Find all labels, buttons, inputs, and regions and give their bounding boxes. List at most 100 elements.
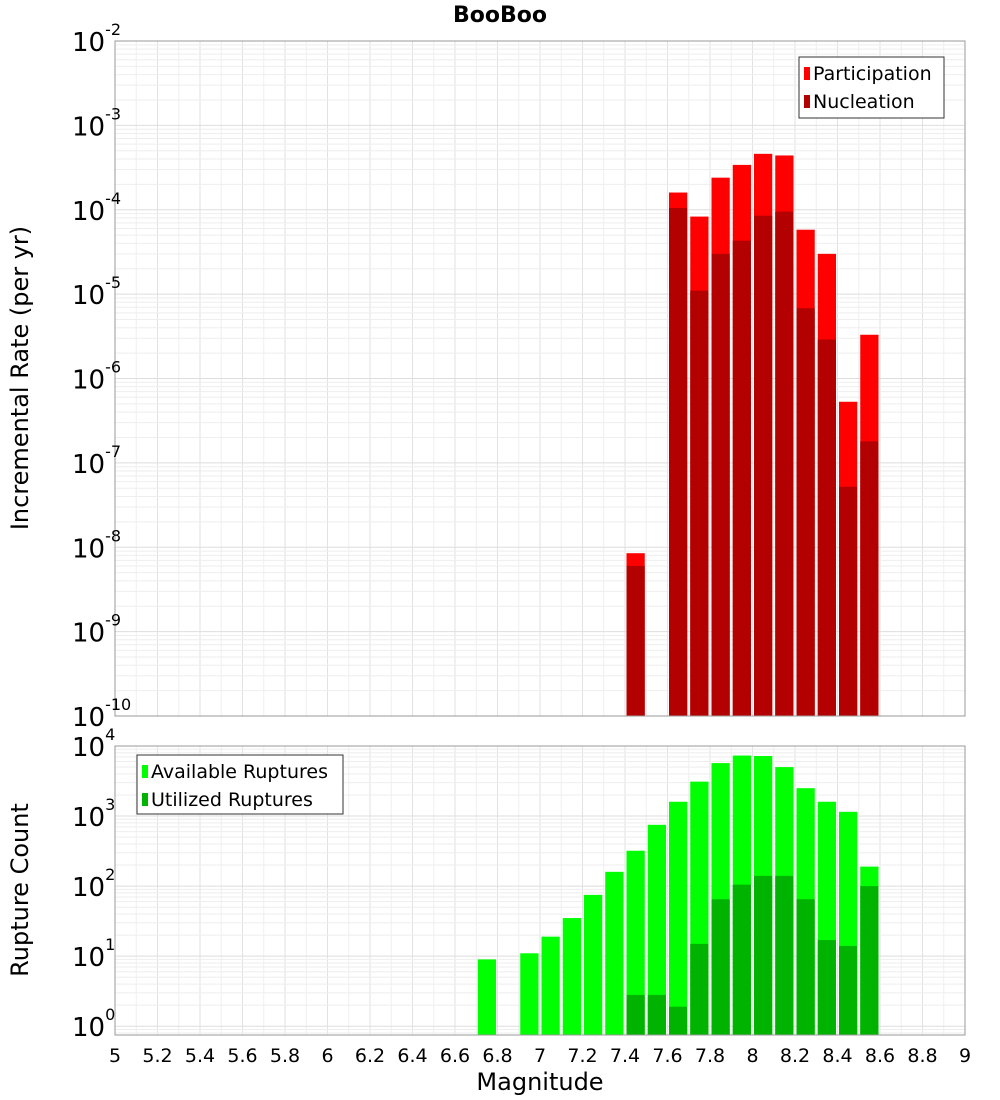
x-tick-label: 6.6 xyxy=(440,1045,470,1067)
y-tick-label: 104 xyxy=(72,725,115,763)
y-tick-exponent: 4 xyxy=(105,725,115,744)
bar-available-ruptures xyxy=(626,850,645,1035)
bar-available-ruptures xyxy=(562,918,581,1035)
x-tick-label: 5 xyxy=(109,1045,121,1067)
y-tick-label: 10-10 xyxy=(72,695,131,733)
y-tick-base: 10 xyxy=(72,943,105,973)
y-tick-exponent: -2 xyxy=(105,20,121,39)
bar-available-ruptures xyxy=(584,894,603,1035)
x-tick-label: 9 xyxy=(959,1045,971,1067)
x-tick-label: 8.8 xyxy=(907,1045,937,1067)
y-tick-base: 10 xyxy=(72,197,105,227)
y-tick-base: 10 xyxy=(72,366,105,396)
legend-box xyxy=(798,56,945,119)
y-tick-base: 10 xyxy=(72,281,105,311)
y-tick-label: 10-2 xyxy=(72,20,121,58)
legend-label: Utilized Ruptures xyxy=(151,789,313,811)
bar-nucleation xyxy=(796,308,815,716)
bar-available-ruptures xyxy=(669,801,688,1035)
x-tick-label: 6 xyxy=(321,1045,333,1067)
bar-nucleation xyxy=(754,215,773,717)
legend-swatch xyxy=(804,95,810,108)
bar-utilized-ruptures xyxy=(796,899,815,1035)
bar-available-ruptures xyxy=(541,936,560,1035)
y-tick-base: 10 xyxy=(72,112,105,142)
bar-nucleation xyxy=(711,253,730,716)
legend-swatch xyxy=(142,793,148,806)
y-tick-label: 10-3 xyxy=(72,104,121,142)
x-tick-label: 6.8 xyxy=(482,1045,512,1067)
bar-nucleation xyxy=(669,207,688,716)
legend-box xyxy=(136,754,344,815)
x-tick-label: 7.6 xyxy=(652,1045,682,1067)
plot-frame xyxy=(114,745,966,1036)
bar-available-ruptures xyxy=(520,953,539,1035)
x-tick-label: 8.6 xyxy=(865,1045,895,1067)
y-tick-label: 10-9 xyxy=(72,611,121,649)
y-tick-label: 103 xyxy=(72,795,115,833)
legend-swatch xyxy=(142,765,148,778)
legend-label: Available Ruptures xyxy=(151,761,328,783)
y-tick-base: 10 xyxy=(72,733,105,763)
bar-nucleation xyxy=(860,441,879,716)
x-tick-label: 7 xyxy=(534,1045,546,1067)
chart-title: BooBoo xyxy=(453,3,547,28)
y-tick-exponent: -10 xyxy=(105,695,131,714)
bar-available-ruptures xyxy=(605,871,624,1035)
x-tick-label: 8.4 xyxy=(822,1045,852,1067)
y-tick-exponent: 0 xyxy=(105,1005,115,1024)
y-tick-label: 10-5 xyxy=(72,273,121,311)
x-tick-label: 6.4 xyxy=(397,1045,427,1067)
y-tick-base: 10 xyxy=(72,534,105,564)
x-axis-label: Magnitude xyxy=(476,1068,603,1096)
y-tick-base: 10 xyxy=(72,28,105,58)
legend-swatch xyxy=(804,67,810,80)
x-tick-label: 7.4 xyxy=(610,1045,640,1067)
y-tick-label: 10-4 xyxy=(72,189,121,227)
bar-nucleation xyxy=(817,339,836,716)
y-tick-exponent: 3 xyxy=(105,795,115,814)
y-tick-label: 101 xyxy=(72,935,115,973)
legend-label: Participation xyxy=(813,63,932,85)
legend-label: Nucleation xyxy=(813,91,915,113)
y-axis-label: Rupture Count xyxy=(6,803,34,977)
bar-utilized-ruptures xyxy=(711,899,730,1035)
y-tick-exponent: -8 xyxy=(105,526,121,545)
y-tick-exponent: -3 xyxy=(105,104,121,123)
bar-utilized-ruptures xyxy=(754,875,773,1035)
bar-utilized-ruptures xyxy=(690,943,709,1035)
bar-utilized-ruptures xyxy=(860,886,879,1035)
x-tick-label: 5.8 xyxy=(270,1045,300,1067)
x-tick-label: 7.2 xyxy=(567,1045,597,1067)
bar-utilized-ruptures xyxy=(775,875,794,1035)
y-tick-base: 10 xyxy=(72,450,105,480)
y-tick-base: 10 xyxy=(72,1013,105,1043)
x-tick-label: 7.8 xyxy=(695,1045,725,1067)
y-tick-exponent: -9 xyxy=(105,611,121,630)
x-tick-label: 8 xyxy=(746,1045,758,1067)
x-tick-label: 6.2 xyxy=(355,1045,385,1067)
bar-nucleation xyxy=(839,486,858,716)
x-tick-label: 5.6 xyxy=(227,1045,257,1067)
y-axis-label: Incremental Rate (per yr) xyxy=(6,226,34,530)
y-tick-label: 10-7 xyxy=(72,442,121,480)
y-tick-exponent: -6 xyxy=(105,358,121,377)
y-tick-exponent: -5 xyxy=(105,273,121,292)
bar-utilized-ruptures xyxy=(839,945,858,1035)
x-tick-label: 5.2 xyxy=(142,1045,172,1067)
y-tick-base: 10 xyxy=(72,703,105,733)
y-tick-base: 10 xyxy=(72,619,105,649)
bar-nucleation xyxy=(775,211,794,716)
y-tick-exponent: 2 xyxy=(105,865,115,884)
y-tick-exponent: 1 xyxy=(105,935,115,954)
x-tick-label: 5.4 xyxy=(185,1045,215,1067)
y-tick-exponent: -4 xyxy=(105,189,121,208)
bar-available-ruptures xyxy=(647,824,666,1035)
bar-nucleation xyxy=(732,240,751,717)
bar-utilized-ruptures xyxy=(647,994,666,1035)
bar-utilized-ruptures xyxy=(817,940,836,1035)
y-tick-label: 10-8 xyxy=(72,526,121,564)
y-tick-label: 10-6 xyxy=(72,358,121,396)
